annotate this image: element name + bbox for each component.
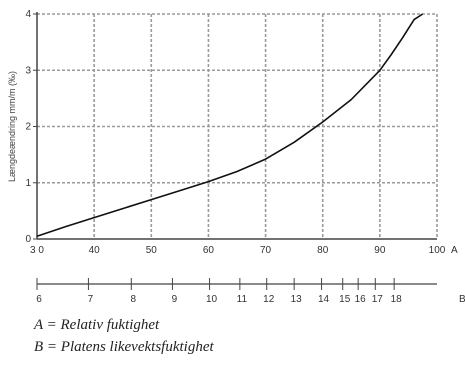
curve <box>36 13 424 237</box>
x-b-tick-label: 10 <box>206 294 218 305</box>
x-b-tick-label: 11 <box>237 294 248 305</box>
legend-line-b: B = Platens likevektsfuktighet <box>34 339 214 355</box>
x-a-axis-name: A <box>451 245 458 256</box>
y-tick-label: 1 <box>25 178 31 189</box>
x-b-tick-label: 12 <box>263 294 275 305</box>
y-tick-label: 0 <box>25 234 31 245</box>
x-b-tick-label: 6 <box>36 294 42 305</box>
x-b-tick-label: 9 <box>172 294 178 305</box>
x-a-tick-label: 80 <box>317 245 329 256</box>
x-a-tick-label: 3 0 <box>30 245 44 256</box>
x-b-tick-label: 7 <box>88 294 94 305</box>
x-b-axis-name: B <box>459 294 465 305</box>
x-a-tick-label: 90 <box>374 245 386 256</box>
y-tick-label: 3 <box>25 65 31 76</box>
x-b-tick-label: 17 <box>372 294 384 305</box>
x-b-tick-label: 15 <box>339 294 351 305</box>
series-line <box>36 13 424 237</box>
y-axis-title: Længdeændring mm/m (‰) <box>7 71 17 182</box>
x-b-tick-label: 16 <box>355 294 367 305</box>
x-b-tick-label: 13 <box>291 294 303 305</box>
x-a-tick-label: 40 <box>89 245 101 256</box>
x-a-tick-label: 70 <box>260 245 272 256</box>
y-tick-label: 4 <box>25 9 31 20</box>
x-b-tick-label: 14 <box>318 294 330 305</box>
y-tick-label: 2 <box>25 122 31 133</box>
grid <box>37 13 438 239</box>
x-a-tick-label: 60 <box>203 245 215 256</box>
x-a-tick-label: 100 <box>429 245 446 256</box>
x-b-tick-label: 8 <box>131 294 137 305</box>
axes <box>33 12 437 290</box>
x-a-tick-label: 50 <box>146 245 158 256</box>
x-b-tick-label: 18 <box>391 294 403 305</box>
legend-line-a: A = Relativ fuktighet <box>34 317 160 333</box>
